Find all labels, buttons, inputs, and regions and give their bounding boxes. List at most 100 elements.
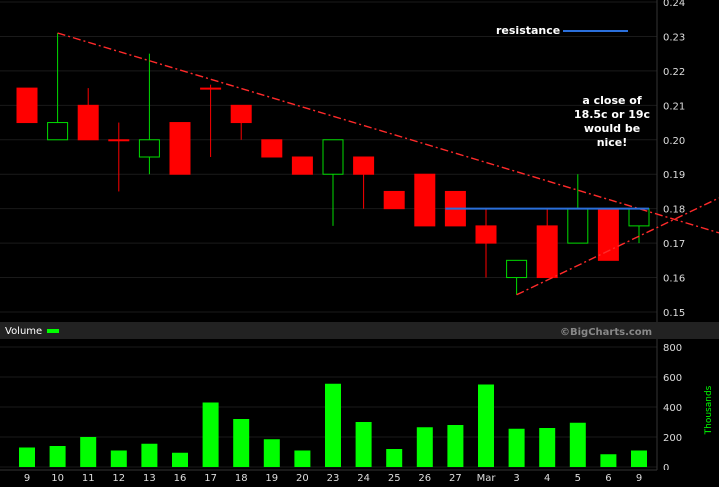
price-tick-label: 0.22 (663, 67, 685, 78)
annotation-line: a close of (582, 94, 641, 107)
candle-body (353, 156, 375, 175)
annotation-line: 18.5c or 19c (574, 108, 650, 121)
volume-bar (263, 439, 280, 467)
volume-bar (141, 443, 158, 467)
volume-tick-label: 600 (663, 373, 682, 384)
annotation-line: would be (584, 122, 640, 135)
candle-body (383, 190, 405, 210)
volume-panel: 0 200 400 600 800 Thousands (0, 339, 714, 474)
trendline (57, 32, 719, 234)
volume-bar (110, 450, 127, 467)
candle (291, 156, 313, 175)
volume-bar (294, 450, 311, 467)
candle-body (506, 259, 528, 279)
price-tick-label: 0.20 (663, 136, 685, 147)
volume-bar (631, 450, 647, 467)
volume-bar (386, 449, 403, 467)
volume-bar (49, 446, 66, 467)
candle-body (47, 122, 69, 141)
volume-bar (19, 447, 35, 467)
date-tick-label: 3 (513, 473, 519, 484)
price-tick-label: 0.17 (663, 239, 685, 250)
volume-bars (19, 383, 647, 467)
candlesticks (16, 33, 650, 295)
candle-body (169, 122, 191, 175)
date-tick-label: Mar (477, 473, 497, 484)
price-tick-label: 0.16 (663, 274, 685, 285)
panel-divider: Volume ©BigCharts.com (0, 322, 719, 339)
candle (200, 84, 222, 157)
candle-body (567, 208, 589, 244)
candle-body (414, 173, 436, 227)
candle (261, 139, 283, 158)
volume-bar (539, 428, 556, 467)
price-tick-label: 0.21 (663, 101, 685, 112)
date-tick-label: 18 (235, 473, 248, 484)
candle (77, 88, 99, 141)
candle (414, 173, 436, 227)
candle (353, 156, 375, 209)
candle (108, 122, 130, 192)
candle (138, 53, 160, 175)
volume-bar (80, 437, 97, 467)
volume-bar (416, 427, 433, 467)
candle (536, 208, 558, 279)
trendline (516, 197, 719, 296)
volume-bar (478, 384, 494, 467)
volume-bar (569, 422, 586, 467)
candle-body (475, 225, 497, 244)
candle (597, 208, 619, 261)
date-tick-label: 4 (544, 473, 550, 484)
volume-bar (447, 425, 464, 467)
resistance-legend-label: resistance (496, 24, 560, 37)
price-tick-label: 0.18 (663, 205, 685, 216)
price-tick-label: 0.19 (663, 170, 685, 181)
date-tick-label: 19 (265, 473, 278, 484)
volume-bar (202, 402, 219, 467)
volume-axis-label: Thousands (704, 385, 714, 435)
resistance-legend: resistance (496, 24, 628, 37)
candle (47, 33, 69, 141)
candle-body (261, 139, 283, 158)
date-tick-label: 12 (112, 473, 125, 484)
candle-body (536, 225, 558, 279)
volume-bar (600, 454, 617, 467)
volume-bar (355, 422, 372, 467)
date-tick-label: 6 (605, 473, 611, 484)
annotation-line: nice! (597, 136, 628, 149)
candle (322, 139, 344, 226)
date-tick-label: 9 (24, 473, 30, 484)
candle-body (597, 208, 619, 261)
volume-tick-label: 0 (663, 463, 669, 474)
volume-legend-swatch (47, 329, 59, 333)
date-tick-label: 16 (174, 473, 187, 484)
date-tick-label: 9 (636, 473, 642, 484)
candle-body (230, 104, 252, 124)
candle-body (138, 139, 160, 158)
trendlines (57, 32, 719, 296)
date-tick-label: 23 (327, 473, 340, 484)
volume-tick-label: 800 (663, 343, 682, 354)
candle (567, 174, 589, 244)
date-axis: 9 10 11 12 13 16 17 18 19 20 23 24 25 26 27 Mar 3 4 5 6 9 (0, 469, 719, 487)
date-tick-label: 24 (357, 473, 370, 484)
price-tick-label: 0.15 (663, 308, 685, 319)
date-tick-label: 10 (51, 473, 64, 484)
price-tick-label: 0.23 (663, 32, 685, 43)
volume-tick-label: 400 (663, 403, 682, 414)
candle-body (200, 87, 222, 90)
watermark: ©BigCharts.com (560, 327, 652, 338)
candle (506, 259, 528, 295)
price-axis: 0.15 0.16 0.17 0.18 0.19 0.20 0.21 0.22 0.23 0.24 (656, 0, 685, 322)
date-tick-label: 17 (204, 473, 217, 484)
candle-body (108, 139, 130, 142)
date-tick-label: 11 (82, 473, 95, 484)
candle-body (77, 104, 99, 141)
volume-axis: 0 200 400 600 800 (656, 339, 682, 474)
candle (230, 104, 252, 140)
candle-body (16, 87, 38, 124)
price-panel: 0.15 0.16 0.17 0.18 0.19 0.20 0.21 0.22 0.23 0.24… (0, 0, 719, 322)
volume-bar (172, 452, 188, 467)
